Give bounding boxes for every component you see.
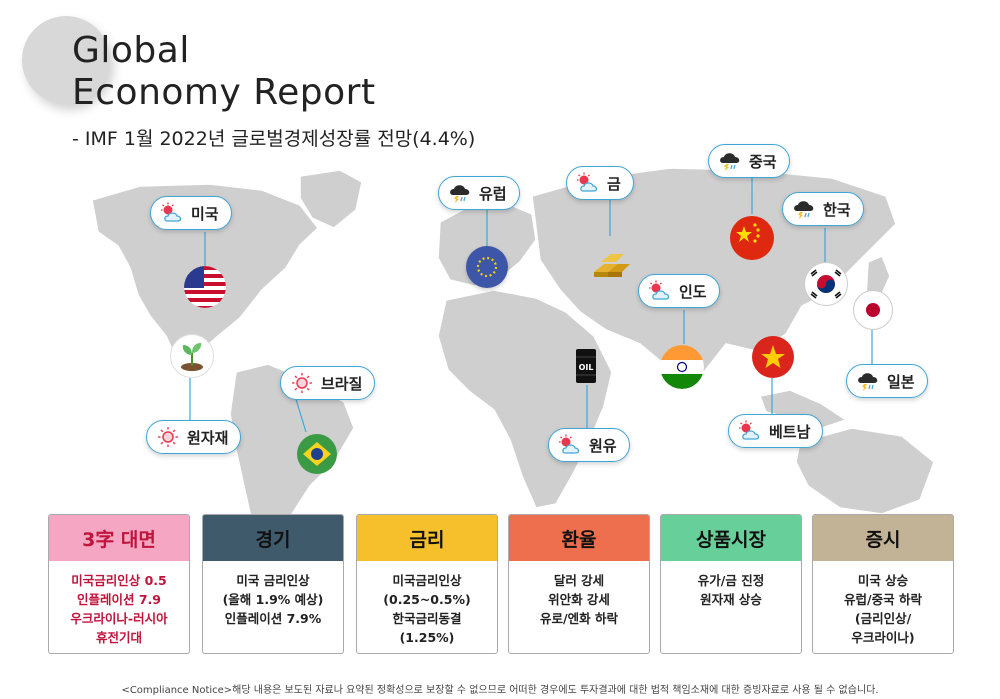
card-title: 경기 — [255, 528, 291, 551]
card-title: 증시 — [865, 528, 901, 551]
region-label-text: 금 — [607, 174, 621, 193]
storm-cloud-icon — [855, 370, 881, 392]
card-stock-market: 증시 미국 상승 유럽/중국 하락 (금리인상/ 우크라이나) — [812, 514, 954, 654]
card-line: (금리인상/ — [854, 611, 912, 626]
oil-barrel-text: OIL — [579, 363, 594, 372]
card-line: 원자재 상승 — [700, 592, 762, 607]
card-line: 미국 상승 — [857, 573, 909, 588]
region-label-europe: 유럽 — [438, 176, 520, 210]
card-header: 증시 — [813, 515, 953, 561]
gold-bars-icon — [588, 238, 634, 284]
region-label-text: 인도 — [679, 282, 707, 301]
card-body: 미국금리인상 (0.25~0.5%) 한국금리동결 (1.25%) — [357, 561, 497, 647]
region-label-text: 한국 — [823, 200, 851, 219]
card-header: 3字 대면 — [49, 515, 189, 561]
card-line: (0.25~0.5%) — [383, 592, 471, 607]
card-body: 미국 금리인상 (올해 1.9% 예상) 인플레이션 7.9% — [203, 561, 343, 628]
region-label-japan: 일본 — [846, 364, 928, 398]
region-label-crude-oil: 원유 — [548, 428, 630, 462]
card-line: 우크라이나) — [851, 630, 915, 645]
sun-cloud-icon — [647, 280, 673, 302]
card-body: 미국 상승 유럽/중국 하락 (금리인상/ 우크라이나) — [813, 561, 953, 647]
region-label-text: 원자재 — [187, 428, 229, 447]
region-label-text: 미국 — [191, 204, 219, 223]
sun-cloud-icon — [557, 434, 583, 456]
card-line: (1.25%) — [399, 630, 455, 645]
card-line: 인플레이션 7.9 — [77, 592, 161, 607]
storm-cloud-icon — [447, 182, 473, 204]
sun-cloud-icon — [159, 202, 185, 224]
card-line: 한국금리동결 — [392, 611, 462, 626]
oil-barrel-icon: OIL — [566, 346, 606, 386]
region-label-china: 중국 — [708, 144, 790, 178]
seedling-icon — [170, 334, 214, 378]
region-label-korea: 한국 — [782, 192, 864, 226]
region-label-text: 일본 — [887, 372, 915, 391]
card-title: 상품시장 — [696, 528, 766, 551]
page-subtitle: - IMF 1월 2022년 글로벌경제성장률 전망(4.4%) — [72, 128, 476, 150]
card-interest-rate: 금리 미국금리인상 (0.25~0.5%) 한국금리동결 (1.25%) — [356, 514, 498, 654]
region-label-gold: 금 — [566, 166, 634, 200]
page-title: Global Economy Report — [72, 30, 376, 113]
sun-cloud-icon — [737, 420, 763, 442]
card-line: 휴전기대 — [95, 630, 142, 645]
card-economy: 경기 미국 금리인상 (올해 1.9% 예상) 인플레이션 7.9% — [202, 514, 344, 654]
card-header: 환율 — [509, 515, 649, 561]
region-label-india: 인도 — [638, 274, 720, 308]
card-line: 우크라이나-러시아 — [70, 611, 168, 626]
card-commodities: 상품시장 유가/금 진정 원자재 상승 — [660, 514, 802, 654]
region-label-text: 유럽 — [479, 184, 507, 203]
india-flag-icon — [660, 345, 704, 389]
storm-cloud-icon — [717, 150, 743, 172]
card-line: 유가/금 진정 — [697, 573, 765, 588]
card-line: 미국 금리인상 — [236, 573, 310, 588]
card-exchange-rate: 환율 달러 강세 위안화 강세 유로/엔화 하락 — [508, 514, 650, 654]
storm-cloud-icon — [791, 198, 817, 220]
brazil-flag-icon — [297, 434, 337, 474]
card-title: 금리 — [409, 528, 445, 551]
card-three-factors: 3字 대면 미국금리인상 0.5 인플레이션 7.9 우크라이나-러시아 휴전기… — [48, 514, 190, 654]
card-line: 미국금리인상 0.5 — [71, 573, 167, 588]
region-label-text: 베트남 — [769, 422, 811, 441]
decorative-circle — [22, 16, 110, 104]
card-line: 인플레이션 7.9% — [224, 611, 322, 626]
card-line: 위안화 강세 — [548, 592, 610, 607]
usa-flag-icon — [184, 266, 226, 308]
eu-flag-icon — [466, 246, 508, 288]
card-line: 달러 강세 — [553, 573, 605, 588]
region-label-text: 중국 — [749, 152, 777, 171]
card-header: 상품시장 — [661, 515, 801, 561]
card-body: 유가/금 진정 원자재 상승 — [661, 561, 801, 609]
card-body: 미국금리인상 0.5 인플레이션 7.9 우크라이나-러시아 휴전기대 — [49, 561, 189, 647]
region-label-text: 원유 — [589, 436, 617, 455]
card-line: 유럽/중국 하락 — [844, 592, 922, 607]
card-line: 미국금리인상 — [392, 573, 462, 588]
card-body: 달러 강세 위안화 강세 유로/엔화 하락 — [509, 561, 649, 628]
card-title: 3字 대면 — [82, 528, 156, 551]
region-label-usa: 미국 — [150, 196, 232, 230]
region-label-vietnam: 베트남 — [728, 414, 824, 448]
card-line: (올해 1.9% 예상) — [222, 592, 324, 607]
region-label-raw-materials: 원자재 — [146, 420, 242, 454]
card-header: 금리 — [357, 515, 497, 561]
card-line: 유로/엔화 하락 — [540, 611, 618, 626]
sun-cloud-icon — [575, 172, 601, 194]
japan-flag-icon — [853, 290, 893, 330]
vietnam-flag-icon — [752, 336, 794, 378]
sun-icon — [289, 372, 315, 394]
korea-flag-icon — [804, 262, 848, 306]
card-title: 환율 — [561, 528, 597, 551]
region-label-text: 브라질 — [321, 374, 363, 393]
compliance-notice: <Compliance Notice>해당 내용은 보도된 자료나 요약된 정확… — [121, 685, 879, 696]
china-flag-icon — [730, 216, 774, 260]
region-label-brazil: 브라질 — [280, 366, 376, 400]
card-header: 경기 — [203, 515, 343, 561]
sun-icon — [155, 426, 181, 448]
